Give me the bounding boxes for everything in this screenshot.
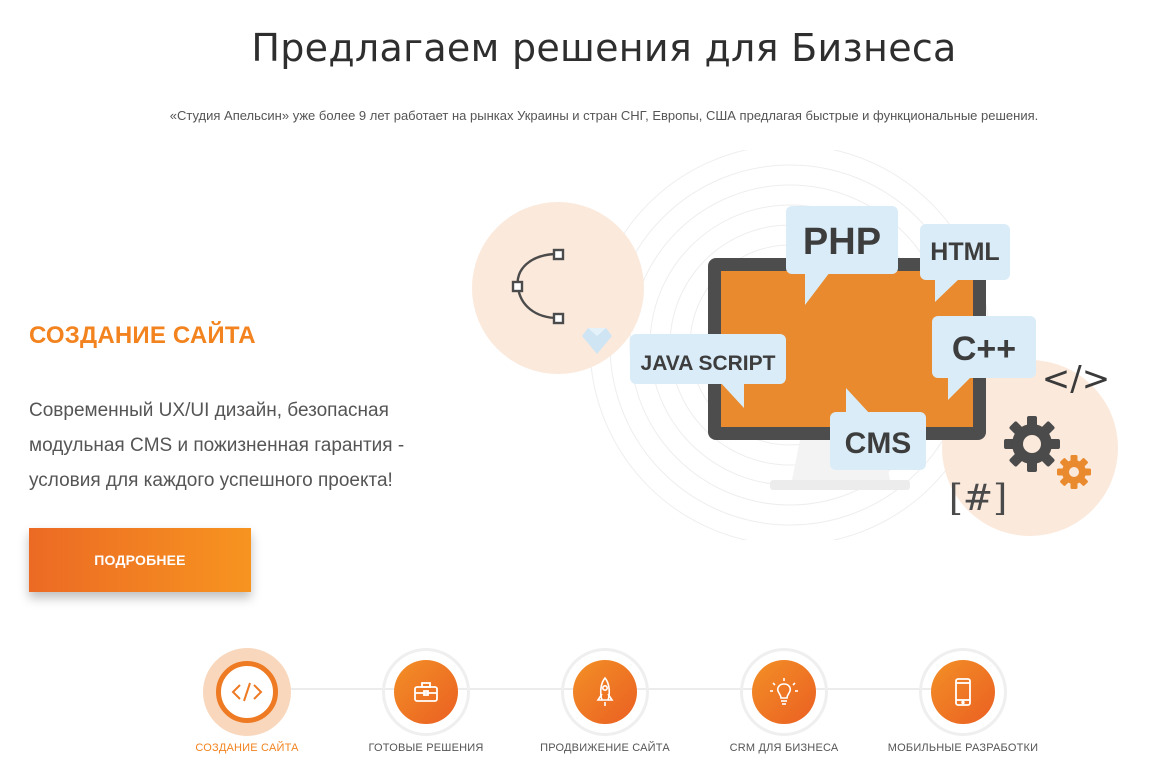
nav-label: CRM ДЛЯ БИЗНЕСА — [729, 742, 839, 754]
slide-description: Современный UX/UI дизайн, безопасная мод… — [29, 400, 405, 491]
rocket-icon — [573, 660, 637, 724]
briefcase-icon — [394, 660, 458, 724]
cpp-bubble: C++ — [932, 316, 1036, 400]
nav-item-crm[interactable]: CRM ДЛЯ БИЗНЕСА — [694, 648, 874, 754]
nav-item-mobile-development[interactable]: МОБИЛЬНЫЕ РАЗРАБОТКИ — [873, 648, 1053, 754]
page-title: Предлагаем решения для Бизнеса — [251, 26, 957, 70]
nav-label: СОЗДАНИЕ САЙТА — [195, 742, 299, 754]
javascript-label: JAVA SCRIPT — [641, 352, 776, 375]
diamond-icon — [582, 328, 612, 354]
nav-circle — [561, 648, 649, 736]
code-icon — [216, 661, 278, 723]
nav-circle — [382, 648, 470, 736]
hash-symbol: [#] — [949, 478, 1007, 519]
cms-bubble: CMS — [830, 388, 926, 470]
more-button[interactable]: ПОДРОБНЕЕ — [29, 528, 251, 592]
web-development-illustration: PHP HTML C++ JAVA SCRIPT CMS </> — [470, 150, 1130, 540]
code-symbol: </> — [1042, 359, 1110, 399]
illustration-svg: PHP HTML C++ JAVA SCRIPT CMS </> — [472, 150, 1118, 540]
html-bubble: HTML — [920, 224, 1010, 302]
nav-circle — [919, 648, 1007, 736]
smartphone-icon — [931, 660, 995, 724]
nav-circle — [740, 648, 828, 736]
nav-label: МОБИЛЬНЫЕ РАЗРАБОТКИ — [887, 742, 1039, 754]
slide-title: СОЗДАНИЕ САЙТА — [29, 322, 256, 349]
gear-icon — [1004, 416, 1060, 472]
nav-item-website-creation[interactable]: СОЗДАНИЕ САЙТА — [157, 648, 337, 754]
nav-item-ready-solutions[interactable]: ГОТОВЫЕ РЕШЕНИЯ — [336, 648, 516, 754]
cms-label: CMS — [845, 427, 912, 460]
php-bubble: PHP — [786, 206, 898, 305]
lightbulb-icon — [752, 660, 816, 724]
small-gear-icon — [1057, 455, 1091, 489]
nav-item-site-promotion[interactable]: ПРОДВИЖЕНИЕ САЙТА — [515, 648, 695, 754]
cpp-label: C++ — [952, 330, 1016, 368]
php-label: PHP — [803, 221, 881, 263]
nav-circle-active — [203, 648, 291, 736]
nav-label: ПРОДВИЖЕНИЕ САЙТА — [540, 742, 670, 754]
bezier-icon — [511, 248, 565, 325]
peach-circle-left — [472, 202, 644, 374]
nav-label: ГОТОВЫЕ РЕШЕНИЯ — [368, 742, 484, 754]
javascript-bubble: JAVA SCRIPT — [630, 334, 786, 408]
html-label: HTML — [930, 238, 999, 266]
page-subtitle: «Студия Апельсин» уже более 9 лет работа… — [169, 108, 1039, 123]
